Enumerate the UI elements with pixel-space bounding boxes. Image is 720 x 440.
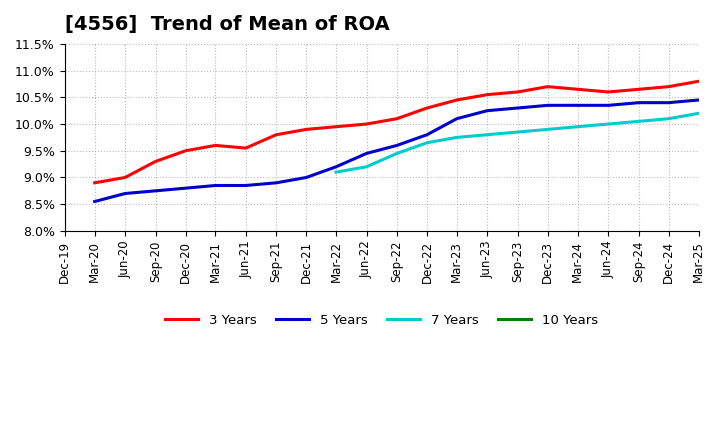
Text: [4556]  Trend of Mean of ROA: [4556] Trend of Mean of ROA — [65, 15, 390, 34]
Line: 7 Years: 7 Years — [336, 103, 720, 172]
Legend: 3 Years, 5 Years, 7 Years, 10 Years: 3 Years, 5 Years, 7 Years, 10 Years — [160, 308, 603, 332]
Line: 3 Years: 3 Years — [95, 62, 720, 183]
Line: 5 Years: 5 Years — [95, 87, 720, 202]
